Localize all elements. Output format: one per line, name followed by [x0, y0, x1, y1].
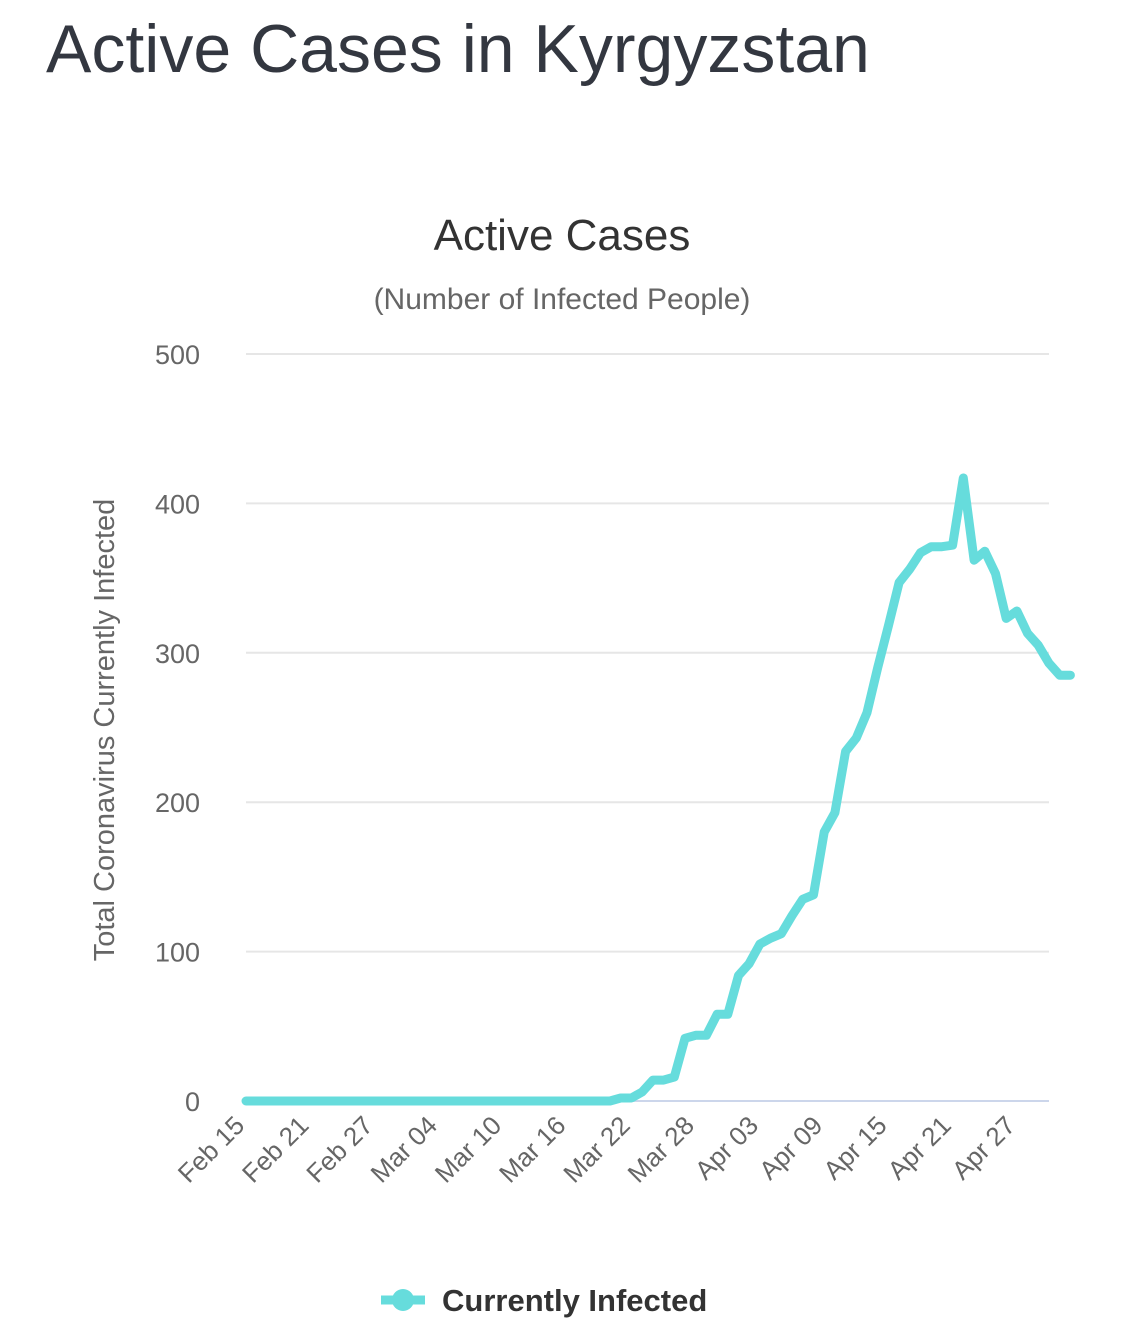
x-tick-label: Mar 16	[493, 1110, 571, 1188]
chart-title: Active Cases	[434, 211, 691, 260]
x-tick-label: Feb 21	[236, 1110, 314, 1188]
series-layer	[241, 473, 1075, 1106]
y-tick-label: 0	[185, 1087, 200, 1117]
y-tick-label: 500	[155, 340, 200, 370]
x-tick-label: Feb 27	[300, 1110, 378, 1188]
legend-swatch-marker	[392, 1289, 414, 1311]
y-tick-label: 400	[155, 489, 200, 519]
x-tick-label: Feb 15	[172, 1110, 250, 1188]
x-tick-label: Apr 03	[689, 1110, 764, 1185]
x-tick-label: Apr 21	[881, 1110, 956, 1185]
x-tick-label: Mar 22	[557, 1110, 635, 1188]
x-tick-label: Mar 10	[429, 1110, 507, 1188]
x-tick-label: Mar 28	[621, 1110, 699, 1188]
y-tick-labels: 0 100 200 300 400 500	[155, 340, 200, 1117]
legend-label: Currently Infected	[442, 1283, 707, 1318]
series-line-currently-infected[interactable]	[241, 473, 1075, 1106]
x-tick-label: Apr 15	[817, 1110, 892, 1185]
y-tick-label: 300	[155, 639, 200, 669]
legend[interactable]: Currently Infected	[381, 1283, 707, 1318]
y-axis-label: Total Coronavirus Currently Infected	[89, 499, 121, 962]
chart-subtitle: (Number of Infected People)	[374, 283, 751, 316]
y-gridlines	[246, 353, 1049, 953]
x-tick-label: Apr 27	[946, 1110, 1021, 1185]
x-tick-label: Mar 04	[365, 1110, 443, 1188]
page-title: Active Cases in Kyrgyzstan	[46, 11, 870, 87]
x-tick-label: Apr 09	[753, 1110, 828, 1185]
y-tick-label: 200	[155, 788, 200, 818]
y-tick-label: 100	[155, 938, 200, 968]
